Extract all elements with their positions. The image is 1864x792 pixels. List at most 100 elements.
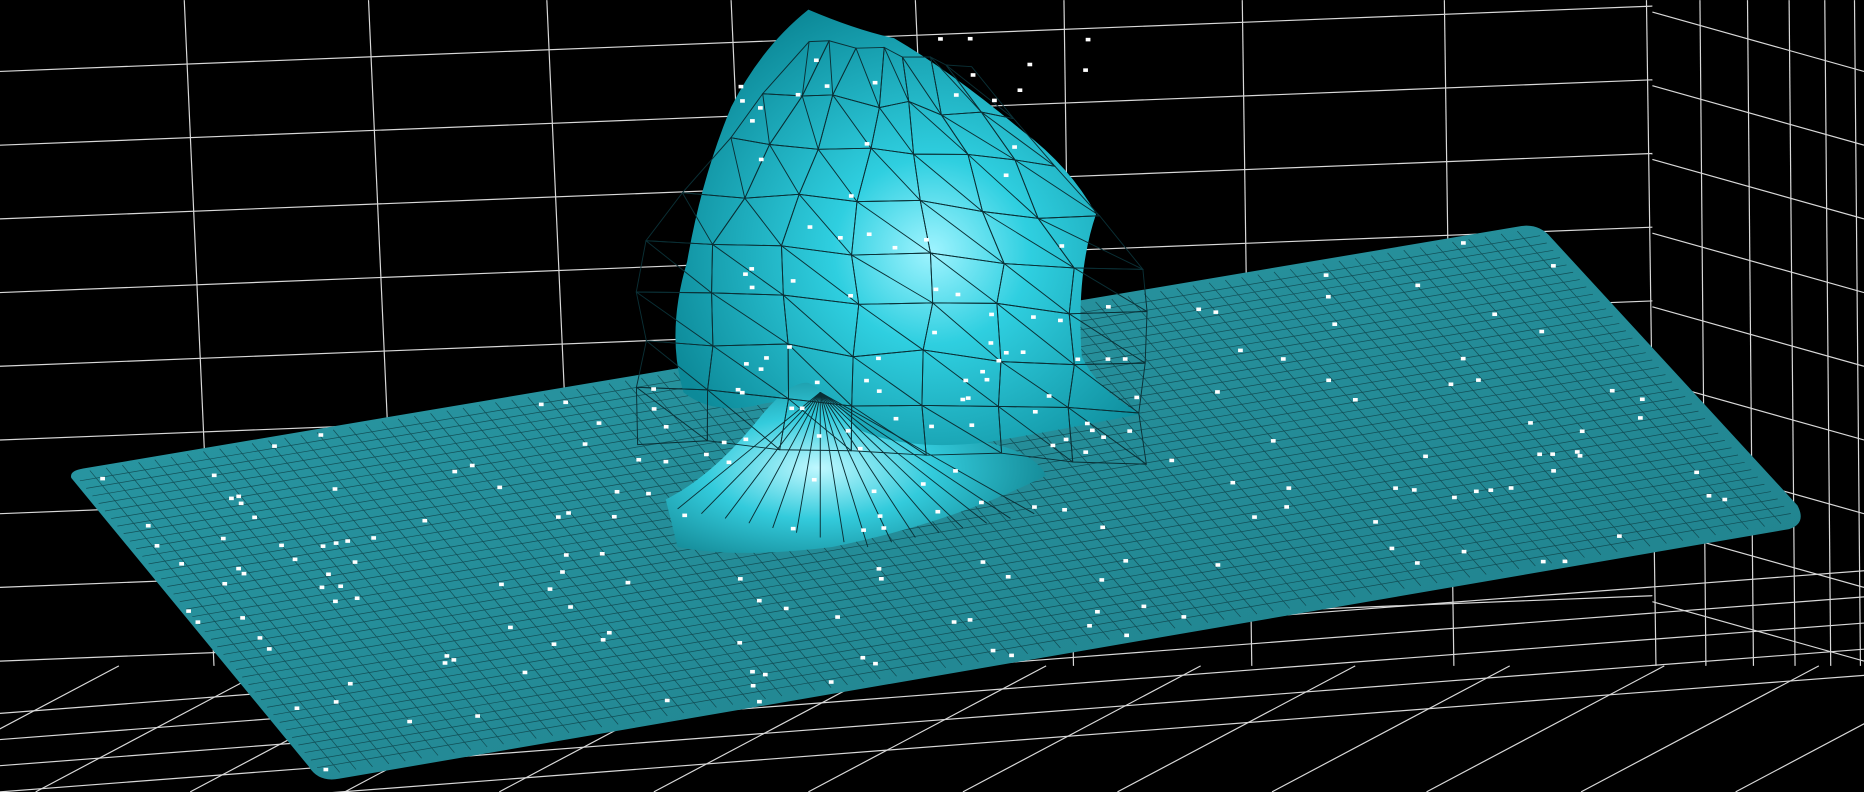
sample-point [326, 572, 331, 577]
sample-point [750, 119, 755, 123]
sample-point [1003, 173, 1009, 178]
mesh-line [748, 392, 821, 524]
sample-point [1123, 559, 1129, 563]
sample-point [967, 618, 973, 622]
sample-point [1059, 244, 1065, 248]
sample-point [236, 494, 242, 499]
sample-point [1537, 452, 1543, 457]
sample-point [1100, 525, 1106, 530]
floor-grid-line [1117, 665, 1356, 792]
sample-point [625, 580, 631, 585]
mesh-line [267, 454, 1739, 708]
sample-point [1141, 604, 1147, 609]
sample-point [735, 387, 741, 392]
floor-grid-line [35, 665, 274, 792]
sample-point [828, 680, 834, 684]
sample-point [979, 500, 984, 505]
sample-point [756, 598, 762, 603]
sample-point [279, 543, 284, 548]
sample-point [738, 84, 744, 89]
sample-point [614, 490, 620, 494]
sample-point [1528, 421, 1533, 425]
sample-point [220, 536, 226, 541]
blob-mesh [635, 40, 1148, 548]
sample-point [1617, 534, 1622, 538]
sample-point [743, 437, 749, 442]
sample-point [568, 605, 573, 609]
sample-point [857, 446, 863, 451]
mesh-line [279, 469, 1752, 723]
sample-point [651, 407, 657, 411]
sample-point [563, 553, 569, 557]
mesh-line [217, 396, 1686, 648]
sample-point [881, 526, 887, 530]
wall-grid-line [1824, 0, 1832, 666]
sample-point [893, 416, 899, 421]
sample-point [989, 312, 994, 317]
sample-point [1085, 37, 1091, 42]
sample-point [1473, 489, 1479, 494]
sample-point [1280, 357, 1286, 361]
sample-point [749, 267, 755, 271]
sample-point [538, 402, 544, 407]
sample-point [960, 397, 966, 402]
sample-point [967, 36, 973, 41]
sample-point [871, 489, 877, 494]
sample-point [1032, 505, 1037, 509]
sample-point [1009, 653, 1014, 658]
sample-point [1062, 507, 1067, 512]
sample-point [238, 501, 244, 506]
sample-point [240, 616, 245, 620]
sample-point [222, 581, 228, 586]
sample-point [1415, 283, 1421, 288]
sample-point [186, 609, 191, 613]
sample-point [877, 514, 883, 518]
floor-grid-line [808, 665, 1047, 792]
wall-grid-line [1652, 232, 1864, 294]
sample-point [1215, 390, 1220, 394]
sample-point [878, 577, 884, 581]
sample-point [499, 582, 504, 587]
sample-point [1461, 549, 1467, 554]
sample-point [345, 539, 351, 543]
sample-point [1031, 315, 1036, 319]
sample-point [1609, 388, 1615, 393]
sample-point [953, 469, 958, 473]
sample-point [1574, 450, 1580, 454]
sample-point [1181, 615, 1187, 619]
floor-grid-line [332, 674, 1864, 792]
sample-point [861, 528, 866, 532]
sample-point [241, 571, 247, 576]
sample-point [876, 567, 882, 571]
sample-point [758, 367, 764, 371]
mesh-line [724, 392, 821, 519]
sample-point [1122, 357, 1128, 361]
sample-point [1017, 88, 1023, 93]
mesh-line [285, 476, 1758, 731]
sample-point [1169, 458, 1175, 463]
sample-point [813, 58, 819, 63]
sample-point [1460, 356, 1466, 361]
sample-point [1012, 145, 1017, 149]
sample-point [422, 518, 428, 523]
sample-point [1284, 505, 1290, 509]
sample-point [835, 615, 840, 619]
sample-point [807, 225, 813, 229]
sample-point [951, 620, 957, 624]
mesh-triangle [1067, 406, 1147, 465]
sample-point [965, 396, 971, 400]
sample-point [1238, 348, 1243, 353]
sample-point [145, 523, 151, 528]
sample-point [1722, 497, 1728, 502]
sample-point [795, 92, 801, 97]
mesh-line [819, 392, 940, 534]
mesh-line [310, 505, 1785, 761]
sample-point [837, 236, 843, 240]
sample-point [938, 37, 943, 41]
wall-grid-line [1788, 0, 1796, 666]
sample-point [154, 544, 160, 548]
sample-point [195, 620, 201, 624]
sample-point [319, 585, 325, 590]
sample-point [1101, 435, 1106, 439]
